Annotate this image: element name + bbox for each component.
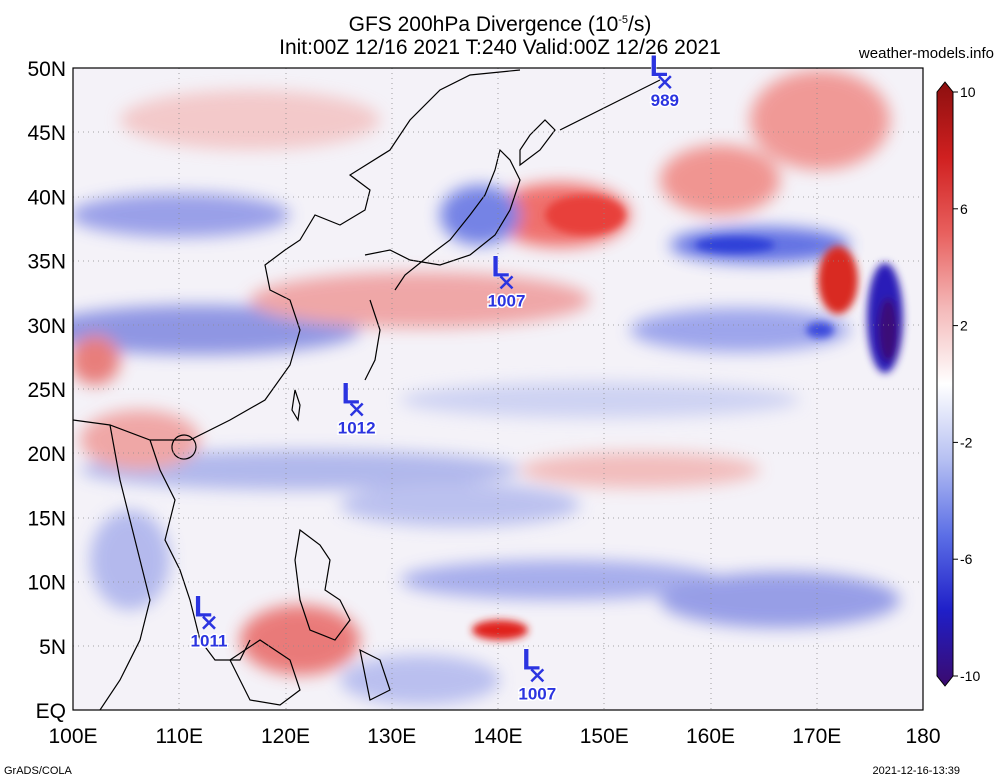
- lat-tick-label: 25N: [27, 379, 66, 402]
- longitude-axis: 100E 110E 120E 130E 140E 150E 160E 170E 180: [48, 725, 940, 748]
- latitude-axis: EQ 5N 10N 15N 20N 25N 30N 35N 40N 45N 50N: [27, 58, 66, 723]
- lat-tick-label: 35N: [27, 251, 66, 274]
- lat-tick-label: 15N: [27, 507, 66, 530]
- chart-title: GFS 200hPa Divergence (10-5/s): [348, 13, 652, 36]
- low-symbol-label: L: [650, 50, 668, 83]
- lat-tick-label: EQ: [36, 700, 66, 723]
- low-center: L 1011: [189, 590, 229, 652]
- lat-tick-label: 50N: [27, 58, 66, 81]
- colorbar-tick-label: -2: [960, 434, 973, 450]
- coastlines: [73, 69, 661, 710]
- low-symbol-label: L: [491, 250, 509, 283]
- lat-tick-label: 30N: [27, 315, 66, 338]
- low-pressure-label: 1007: [518, 684, 556, 703]
- footer-software: GrADS/COLA: [4, 765, 72, 777]
- colorbar-labels: 10 6 2 -2 -6 -10: [953, 84, 980, 684]
- low-symbol-label: L: [522, 643, 540, 676]
- colorbar-tick-label: 6: [960, 201, 968, 217]
- divergence-field: [73, 68, 923, 710]
- lon-tick-label: 150E: [580, 725, 629, 748]
- lon-tick-label: 130E: [367, 725, 416, 748]
- low-x-marker: [349, 402, 364, 417]
- lon-tick-label: 180: [905, 725, 940, 748]
- colorbar-tick-label: 10: [960, 84, 976, 100]
- colorbar-tick-label: -6: [960, 551, 973, 567]
- source-site-label: weather-models.info: [858, 45, 994, 62]
- lon-tick-label: 140E: [473, 725, 522, 748]
- lat-tick-label: 45N: [27, 122, 66, 145]
- lon-tick-label: 110E: [156, 725, 204, 748]
- low-x-marker: [530, 668, 545, 683]
- colorbar-tick-label: 2: [960, 318, 968, 334]
- lat-tick-label: 10N: [27, 572, 66, 595]
- low-center: L 989: [649, 50, 680, 112]
- lon-tick-label: 160E: [686, 725, 735, 748]
- map-frame: [72, 67, 924, 711]
- low-center: L 1007: [486, 250, 527, 312]
- low-x-marker: [657, 75, 672, 90]
- colorbar-tick-label: -10: [960, 668, 980, 684]
- graticule: [73, 68, 923, 710]
- lon-tick-label: 100E: [48, 725, 97, 748]
- lat-tick-label: 40N: [27, 186, 66, 209]
- title-exponent: -5: [618, 14, 629, 26]
- colorbar-bar: [936, 81, 954, 687]
- footer-timestamp: 2021-12-16-13:39: [872, 765, 960, 777]
- low-pressure-centers: L 989 L 1007 L 1012 L 1011 L 1007: [189, 50, 680, 705]
- low-center: L 1012: [336, 377, 377, 439]
- lon-tick-label: 120E: [261, 725, 310, 748]
- low-pressure-label: 1007: [488, 291, 526, 310]
- low-pressure-label: 989: [651, 91, 679, 110]
- low-symbol-label: L: [342, 378, 360, 411]
- low-x-marker: [202, 615, 216, 630]
- colorbar: 10 6 2 -2 -6 -10: [936, 81, 980, 687]
- lat-tick-label: 20N: [27, 443, 66, 466]
- low-center: L 1007: [517, 643, 558, 705]
- low-pressure-label: 1012: [338, 419, 376, 438]
- lon-tick-label: 170E: [792, 725, 841, 748]
- low-symbol-label: L: [194, 591, 212, 624]
- chart-subtitle: Init:00Z 12/16 2021 T:240 Valid:00Z 12/2…: [279, 36, 721, 59]
- low-x-marker: [499, 275, 514, 290]
- low-pressure-label: 1011: [191, 632, 228, 651]
- lat-tick-label: 5N: [39, 636, 66, 659]
